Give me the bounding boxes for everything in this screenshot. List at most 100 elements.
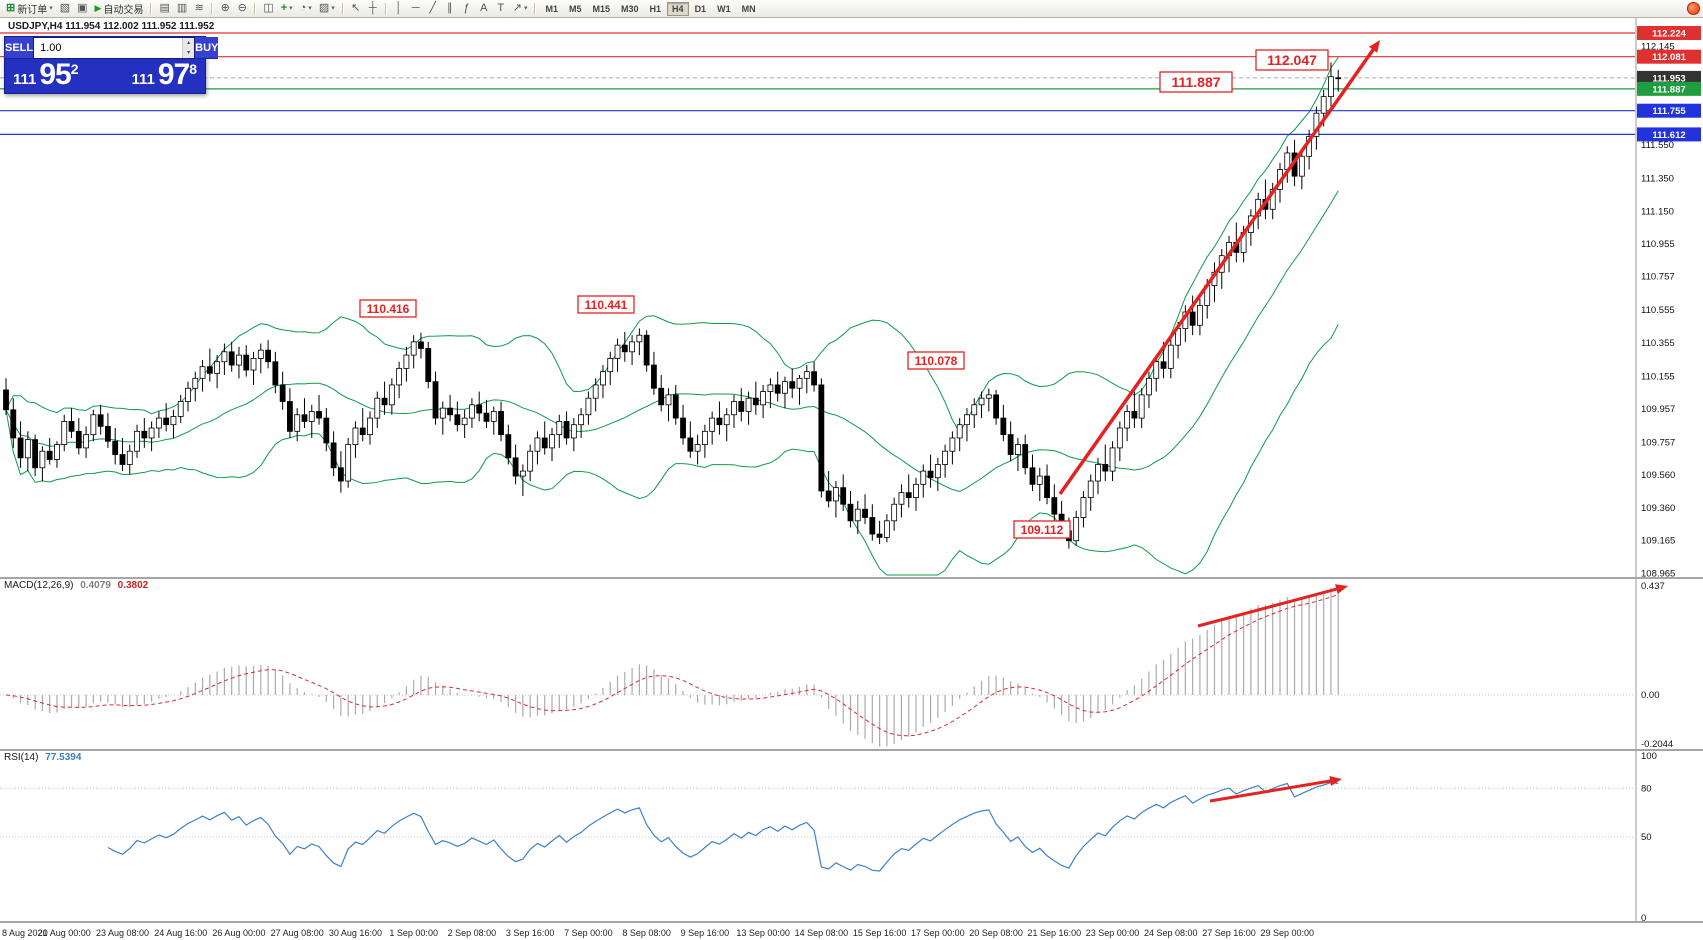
timeframe-h4-button[interactable]: H4 [667, 1, 689, 16]
ask-superscript: 8 [189, 61, 197, 77]
timeframe-d1-button[interactable]: D1 [690, 2, 712, 16]
price-axis-tick: 109.560 [1641, 470, 1675, 481]
fibonacci-button[interactable]: ƒ [459, 1, 475, 16]
volume-input[interactable] [34, 38, 183, 58]
candle-body [1328, 76, 1334, 98]
periods-button[interactable]: ◔ ▾ [297, 1, 315, 16]
timeframe-h1-button[interactable]: H1 [645, 2, 667, 16]
bollinger-middle-band [5, 190, 1339, 493]
cursor-button[interactable]: ↖ [348, 1, 364, 16]
candlestick-chart-button[interactable]: ▥ [174, 1, 190, 16]
timeframe-m1-button[interactable]: M1 [540, 2, 563, 16]
notification-icon[interactable] [1687, 2, 1700, 15]
templates-button[interactable]: ▨ ▾ [316, 1, 338, 16]
price-tag-text: 111.887 [1171, 74, 1220, 90]
one-click-trading-panel: SELL ▴ ▾ BUY 111 95 2 111 97 8 [4, 36, 219, 94]
candle-body [1087, 480, 1094, 499]
macd-signal-value: 0.3802 [117, 580, 149, 591]
arrows-tool-button[interactable]: ↗ ▾ [510, 1, 531, 16]
zoom-out-icon: ⊖ [237, 2, 247, 14]
candle-body [978, 397, 985, 406]
indicators-button[interactable]: + ▾ [278, 1, 296, 16]
price-tag-box[interactable] [1255, 49, 1329, 71]
time-axis-label: 3 Sep 16:00 [506, 928, 555, 938]
candle-body [359, 427, 366, 436]
price-marker-text: 111.953 [1652, 73, 1685, 84]
zoom-in-button[interactable]: ⊕ [217, 1, 233, 16]
price-tag-box[interactable] [577, 295, 635, 314]
price-tag-box[interactable] [359, 299, 417, 318]
price-tag-box[interactable] [1013, 520, 1071, 539]
tile-windows-button[interactable]: ◫ [260, 1, 276, 16]
crosshair-button[interactable]: ┼ [365, 1, 381, 16]
candle-body [578, 414, 585, 426]
profiles-button[interactable]: ▧ [57, 1, 73, 16]
candle-body [1153, 361, 1160, 379]
rsi-axis-label: 50 [1641, 832, 1652, 843]
price-tag-box[interactable] [907, 351, 965, 370]
price-tag-text: 112.047 [1267, 52, 1317, 68]
macd-signal-line [5, 594, 1339, 737]
candle-body [410, 341, 417, 356]
trend-arrow[interactable] [1197, 586, 1343, 628]
text-tool-button[interactable]: A [476, 1, 492, 16]
candle-body [155, 417, 162, 429]
candle-body [425, 348, 432, 383]
price-axis-tick: 111.150 [1641, 206, 1674, 217]
candle-body [760, 391, 767, 406]
trend-arrow[interactable] [1058, 43, 1378, 496]
candle-body [905, 492, 912, 499]
volume-decrease-button[interactable]: ▾ [182, 48, 195, 58]
candle-body [942, 450, 949, 465]
candlestick-chart-icon: ▥ [176, 2, 188, 14]
time-axis-label: 21 Sep 16:00 [1028, 928, 1082, 938]
candle-body [90, 414, 97, 436]
toolbar-separator [211, 2, 214, 15]
horizontal-line-button[interactable]: ─ [408, 1, 424, 16]
panel-splitter-rsi-time[interactable] [0, 921, 1703, 923]
buy-button[interactable]: BUY [195, 37, 219, 59]
bar-chart-button[interactable]: ▤ [156, 1, 172, 16]
autotrading-button[interactable]: ▶ 自动交易 [92, 1, 147, 16]
candle-body [621, 344, 628, 353]
timeframe-m15-button[interactable]: M15 [588, 2, 616, 16]
candle-body [83, 434, 89, 449]
vertical-line-button[interactable]: │ [391, 1, 407, 16]
time-axis-label: 2 Sep 08:00 [448, 928, 497, 938]
chart-annotations: 110.416 110.441 110.078 109.112 111.887 112.0… [359, 40, 1380, 803]
candle-body [403, 354, 410, 369]
trend-arrow[interactable] [1209, 778, 1337, 803]
sell-button[interactable]: SELL [5, 37, 34, 59]
line-chart-button[interactable]: ≋ [191, 1, 207, 16]
bollinger-lower-band [5, 324, 1339, 576]
channel-button[interactable]: ∥ [442, 1, 458, 16]
panel-splitter-macd-rsi[interactable] [0, 749, 1703, 751]
timeframe-w1-button[interactable]: W1 [712, 2, 736, 16]
candle-body [141, 430, 148, 439]
candle-body [206, 366, 213, 374]
data-window-button[interactable]: ▣ [74, 1, 90, 16]
candle-body [876, 533, 883, 538]
timeframe-m30-button[interactable]: M30 [616, 2, 644, 16]
volume-increase-button[interactable]: ▴ [182, 38, 195, 48]
candle-body [701, 430, 708, 445]
toolbar-separator [150, 2, 153, 15]
candle-body [913, 483, 919, 499]
timeframe-mn-button[interactable]: MN [737, 2, 761, 16]
price-tag-box[interactable] [1159, 71, 1233, 93]
candle-body [447, 407, 453, 416]
candle-body [483, 412, 490, 422]
price-axis-tick: 110.555 [1641, 305, 1675, 316]
candle-body [694, 444, 701, 452]
zoom-out-button[interactable]: ⊖ [234, 1, 250, 16]
trendline-button[interactable]: ╱ [425, 1, 441, 16]
label-tool-button[interactable]: T [493, 1, 509, 16]
candle-body [97, 414, 104, 427]
candle-body [519, 470, 526, 477]
timeframe-m5-button[interactable]: M5 [564, 2, 587, 16]
panel-splitter-main-macd[interactable] [0, 577, 1703, 579]
new-order-button[interactable]: ⊞ 新订单 ▾ [3, 1, 56, 17]
candle-body [323, 417, 330, 444]
